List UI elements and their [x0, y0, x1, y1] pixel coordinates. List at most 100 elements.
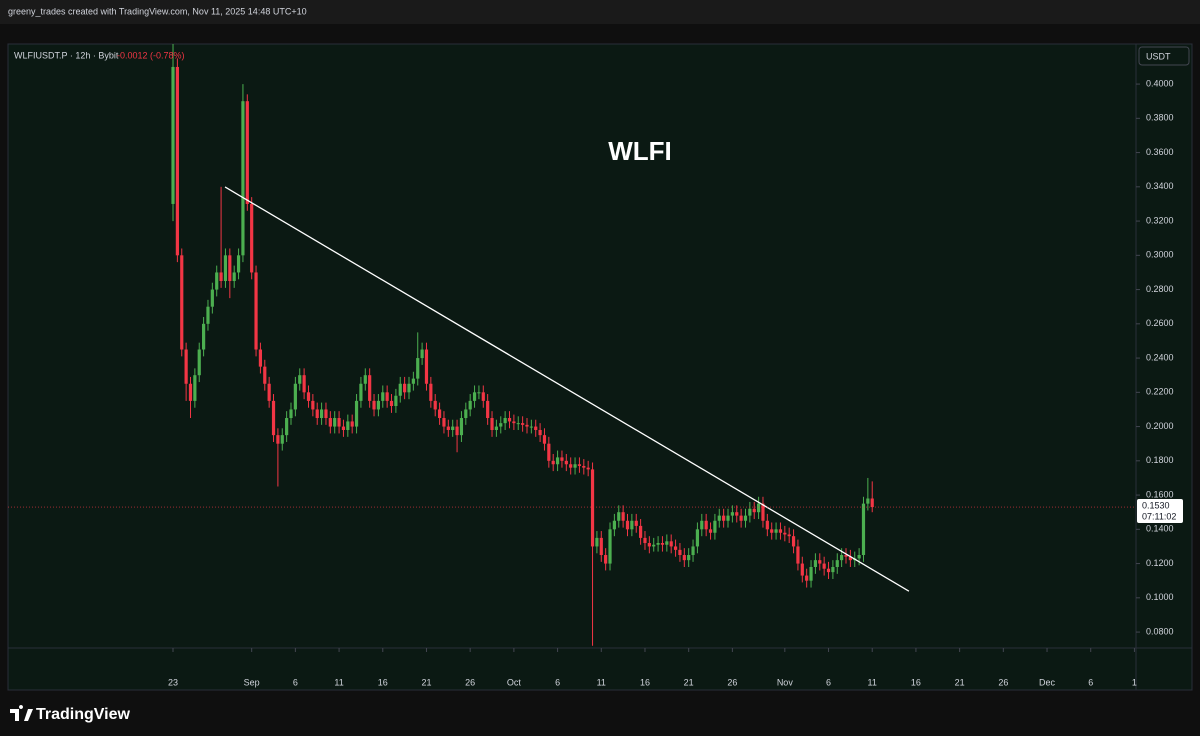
candle-body	[682, 555, 686, 561]
candle-body	[346, 421, 350, 430]
candle-body	[770, 529, 774, 533]
logo-icon	[10, 705, 33, 721]
candle-body	[700, 520, 704, 530]
candle-body	[748, 508, 752, 516]
candle-body	[765, 520, 769, 530]
candle-body	[652, 544, 656, 547]
candle-body	[403, 383, 407, 393]
footer-logo	[10, 705, 33, 721]
y-tick-label: 0.1600	[1146, 489, 1174, 499]
x-tick-label: 6	[1088, 677, 1093, 687]
candle-body	[630, 520, 634, 530]
candle-body	[735, 512, 739, 516]
candle-body	[302, 375, 306, 393]
candle-body	[245, 101, 249, 204]
candle-body	[193, 375, 197, 401]
candle-body	[372, 400, 376, 410]
candle-body	[298, 375, 302, 384]
candle-body	[691, 546, 695, 556]
x-tick-label: 26	[727, 677, 737, 687]
candle-body	[643, 537, 647, 544]
candle-body	[285, 418, 289, 436]
x-tick-label: Oct	[507, 677, 522, 687]
candle-body	[197, 349, 201, 376]
x-tick-label: Sep	[244, 677, 260, 687]
plot-area	[8, 44, 1136, 646]
x-tick-label: 6	[555, 677, 560, 687]
currency: USDT	[1146, 51, 1171, 61]
candle-body	[228, 255, 232, 282]
trendline	[224, 186, 910, 592]
candle-body	[271, 400, 276, 436]
candle-body	[328, 418, 332, 427]
candle-body	[538, 429, 542, 436]
candle-body	[516, 423, 520, 425]
candle-body	[236, 255, 241, 273]
candle-body	[739, 515, 743, 521]
candle-body	[822, 563, 826, 569]
candle-body	[805, 575, 809, 581]
last-price-box	[1137, 499, 1183, 524]
candle-body	[590, 469, 595, 547]
y-tick-label: 0.4000	[1146, 78, 1174, 88]
candle-body	[210, 289, 214, 307]
y-tick-label: 0.2200	[1146, 387, 1174, 397]
price-change: -0.0012 (-0.78%)	[117, 50, 185, 60]
candle-body	[507, 418, 512, 422]
x-tick-label: 21	[684, 677, 694, 687]
candle-body	[665, 541, 669, 545]
candle-body	[573, 464, 577, 468]
candle-body	[420, 349, 424, 359]
candle-body	[503, 418, 507, 424]
candle-body	[673, 546, 678, 550]
candle-body	[639, 525, 643, 538]
x-tick-label: 6	[826, 677, 831, 687]
candle-body	[547, 443, 551, 461]
candle-body	[472, 392, 477, 401]
candle-body	[577, 464, 582, 466]
candle-body	[499, 423, 503, 427]
candle-body	[263, 366, 267, 384]
candle-body	[848, 556, 852, 561]
header-text: greeny_trades created with TradingView.c…	[8, 6, 307, 16]
y-tick-label: 0.1200	[1146, 558, 1174, 568]
candle-body	[381, 392, 385, 401]
candle-body	[800, 563, 804, 576]
candle-body	[726, 515, 730, 521]
candle-body	[241, 101, 245, 256]
x-tick-label: 16	[911, 677, 921, 687]
candle-body	[206, 306, 210, 324]
candle-body	[180, 255, 184, 350]
x-tick-label: 11	[597, 677, 606, 687]
candle-body	[560, 457, 564, 461]
candle-body	[612, 520, 616, 530]
y-tick-label: 0.3200	[1146, 215, 1174, 225]
candle-body	[595, 537, 599, 547]
x-tick-label: 23	[168, 677, 178, 687]
candle-body	[215, 272, 219, 290]
candle-body	[354, 400, 359, 427]
x-tick-label: 6	[293, 677, 298, 687]
candle-body	[481, 392, 485, 401]
candle-body	[861, 503, 866, 556]
candle-body	[730, 512, 734, 516]
candle-body	[350, 421, 354, 427]
candle-body	[525, 424, 529, 427]
x-tick-label: 11	[334, 677, 343, 687]
candle-body	[621, 512, 625, 521]
candle-body	[442, 418, 446, 427]
candle-body	[866, 498, 870, 504]
candle-body	[394, 395, 398, 407]
candle-body	[634, 520, 638, 526]
candle-body	[267, 383, 271, 401]
candle-body	[486, 400, 490, 419]
candle-body	[826, 568, 831, 573]
candle-body	[188, 383, 193, 401]
y-tick-label: 0.2000	[1146, 421, 1174, 431]
x-tick-label: 16	[378, 677, 388, 687]
candle-body	[337, 418, 341, 427]
candle-body	[529, 426, 533, 428]
y-tick-label: 0.3600	[1146, 147, 1174, 157]
candle-body	[280, 435, 284, 444]
